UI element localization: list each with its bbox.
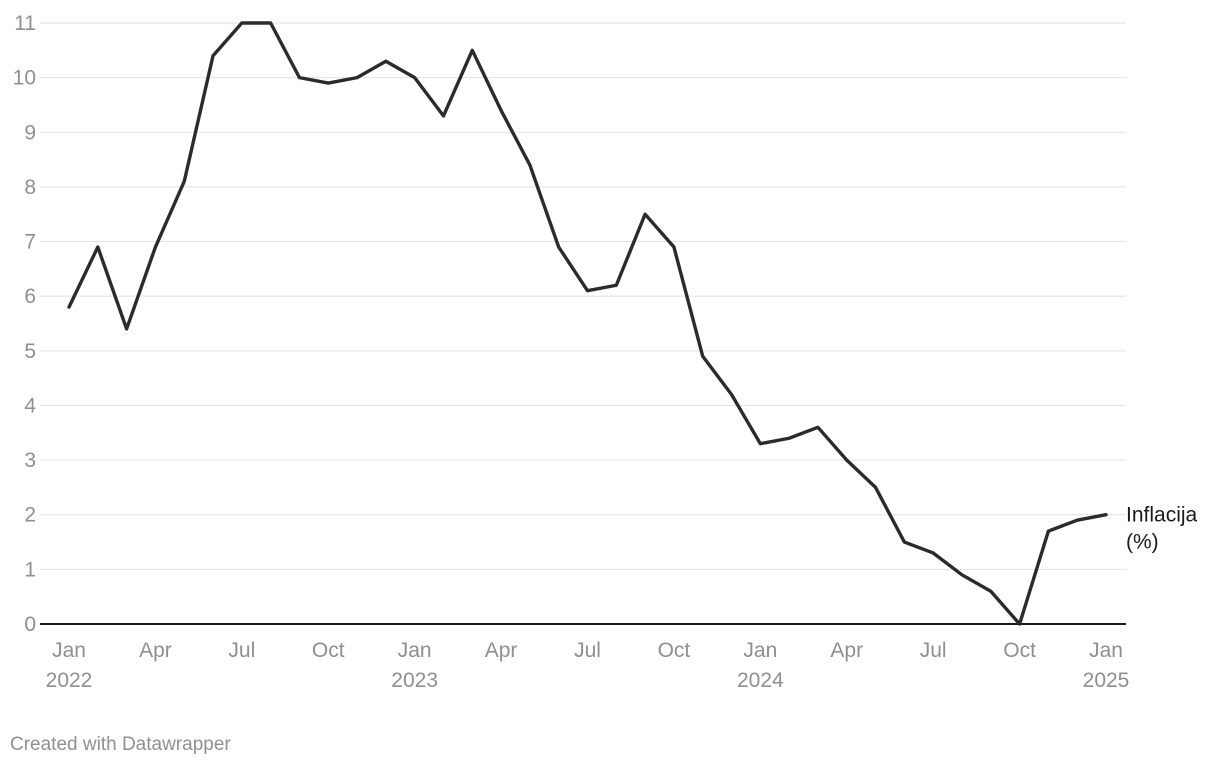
y-tick-label: 1 bbox=[24, 558, 36, 581]
x-tick-label: Apr bbox=[139, 639, 172, 662]
y-tick-label: 10 bbox=[13, 67, 36, 90]
y-tick-label: 6 bbox=[24, 285, 36, 308]
x-tick-label: Oct bbox=[1003, 639, 1036, 662]
x-tick-label: Jan 2023 bbox=[391, 639, 438, 692]
x-tick-month: Jul bbox=[228, 639, 255, 662]
x-tick-label: Jul bbox=[228, 639, 255, 662]
x-tick-label: Apr bbox=[485, 639, 518, 662]
x-tick-month: Jan bbox=[1089, 639, 1123, 662]
x-tick-year: 2023 bbox=[391, 669, 438, 692]
x-tick-month: Jan bbox=[743, 639, 777, 662]
x-tick-label: Jul bbox=[920, 639, 947, 662]
series-label-line: (%) bbox=[1126, 531, 1159, 554]
x-tick-year: 2025 bbox=[1083, 669, 1130, 692]
y-tick-label: 0 bbox=[24, 613, 36, 636]
x-tick-month: Jan bbox=[398, 639, 432, 662]
x-tick-month: Apr bbox=[830, 639, 863, 662]
x-tick-month: Apr bbox=[139, 639, 172, 662]
x-tick-label: Jul bbox=[574, 639, 601, 662]
x-tick-month: Jul bbox=[920, 639, 947, 662]
y-tick-label: 11 bbox=[14, 12, 36, 35]
datawrapper-credit: Created with Datawrapper bbox=[10, 734, 231, 755]
x-tick-month: Oct bbox=[312, 639, 345, 662]
x-tick-label: Jan 2025 bbox=[1083, 639, 1130, 692]
x-tick-month: Oct bbox=[658, 639, 691, 662]
x-tick-month: Jul bbox=[574, 639, 601, 662]
x-tick-year: 2024 bbox=[737, 669, 784, 692]
x-tick-month: Oct bbox=[1003, 639, 1036, 662]
x-tick-month: Apr bbox=[485, 639, 518, 662]
x-tick-year: 2022 bbox=[46, 669, 93, 692]
series-label: Inflacija (%) bbox=[1126, 504, 1198, 554]
x-tick-month: Jan bbox=[52, 639, 86, 662]
gridlines bbox=[40, 22, 1126, 625]
x-tick-label: Oct bbox=[312, 639, 345, 662]
y-tick-label: 9 bbox=[24, 121, 36, 144]
y-tick-label: 5 bbox=[24, 340, 36, 363]
x-tick-label: Jan 2022 bbox=[46, 639, 93, 692]
series-label-line: Inflacija bbox=[1126, 504, 1198, 527]
x-tick-label: Jan 2024 bbox=[737, 639, 784, 692]
y-axis-tick-labels: 0 1 2 3 4 5 6 7 8 9 10 11 bbox=[13, 12, 37, 636]
y-tick-label: 8 bbox=[24, 176, 36, 199]
x-tick-label: Apr bbox=[830, 639, 863, 662]
series-label-layer: Inflacija (%) bbox=[1126, 504, 1198, 554]
x-tick-label: Oct bbox=[658, 639, 691, 662]
y-tick-label: 7 bbox=[24, 231, 36, 254]
x-axis-tick-labels: Jan 2022 Apr Jul Oct Jan 2023 Apr Jul Oct Jan 2024 A… bbox=[46, 639, 1130, 692]
series-layer bbox=[67, 21, 1108, 626]
series-line-inflacija bbox=[67, 21, 1108, 626]
y-tick-label: 3 bbox=[24, 449, 36, 472]
y-tick-label: 2 bbox=[24, 504, 36, 527]
y-tick-label: 4 bbox=[24, 394, 36, 417]
